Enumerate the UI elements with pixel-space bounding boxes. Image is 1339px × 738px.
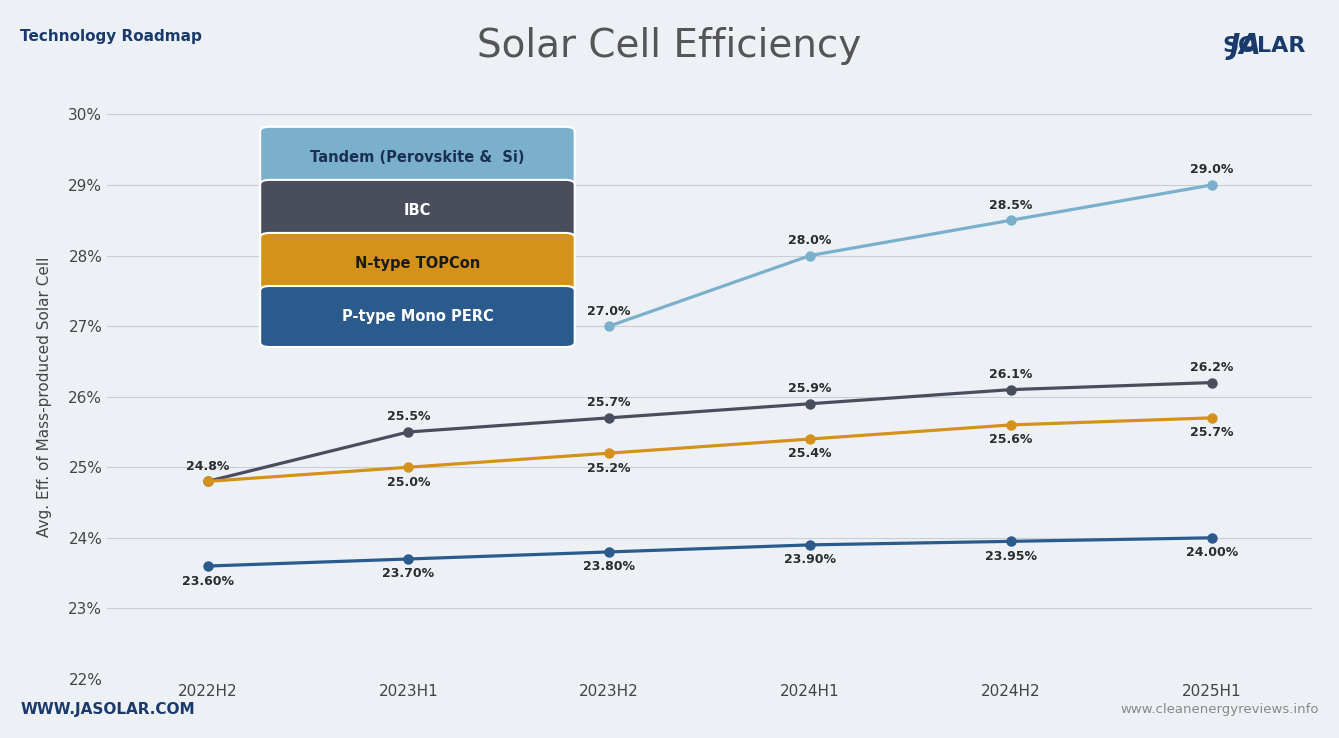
Text: 26.2%: 26.2% [1190, 361, 1233, 374]
Text: 23.60%: 23.60% [182, 574, 233, 587]
Text: Tandem (Perovskite &  Si): Tandem (Perovskite & Si) [311, 150, 525, 165]
Text: JA: JA [1229, 32, 1261, 60]
Text: 28.0%: 28.0% [789, 234, 832, 247]
Text: 28.5%: 28.5% [990, 199, 1032, 212]
Text: Solar Cell Efficiency: Solar Cell Efficiency [478, 27, 861, 65]
FancyBboxPatch shape [260, 180, 574, 241]
Text: SOLAR: SOLAR [1223, 36, 1306, 56]
Text: 25.6%: 25.6% [990, 433, 1032, 446]
Text: 29.0%: 29.0% [1190, 164, 1233, 176]
Text: 23.95%: 23.95% [986, 550, 1036, 563]
Text: 25.4%: 25.4% [789, 447, 832, 461]
FancyBboxPatch shape [260, 233, 574, 294]
Y-axis label: Avg. Eff. of Mass-produced Solar Cell: Avg. Eff. of Mass-produced Solar Cell [36, 257, 52, 537]
Text: 23.90%: 23.90% [785, 554, 836, 566]
Text: 25.7%: 25.7% [1190, 427, 1233, 439]
FancyBboxPatch shape [260, 286, 574, 347]
Text: IBC: IBC [404, 203, 431, 218]
Text: 23.80%: 23.80% [584, 560, 635, 573]
Text: N-type TOPCon: N-type TOPCon [355, 256, 481, 271]
Text: 25.7%: 25.7% [588, 396, 631, 410]
Text: 23.70%: 23.70% [383, 568, 434, 581]
Text: 25.5%: 25.5% [387, 410, 430, 424]
Text: www.cleanenergyreviews.info: www.cleanenergyreviews.info [1121, 703, 1319, 716]
Text: WWW.JASOLAR.COM: WWW.JASOLAR.COM [20, 702, 194, 717]
Text: 27.0%: 27.0% [588, 305, 631, 317]
Text: 24.00%: 24.00% [1185, 546, 1239, 559]
Text: Technology Roadmap: Technology Roadmap [20, 29, 202, 44]
FancyBboxPatch shape [260, 127, 574, 187]
Text: 25.0%: 25.0% [387, 476, 430, 489]
Text: P-type Mono PERC: P-type Mono PERC [341, 309, 493, 324]
Text: 25.2%: 25.2% [588, 461, 631, 475]
Text: 24.8%: 24.8% [186, 460, 229, 473]
Text: 26.1%: 26.1% [990, 368, 1032, 381]
Text: 25.9%: 25.9% [789, 382, 832, 396]
